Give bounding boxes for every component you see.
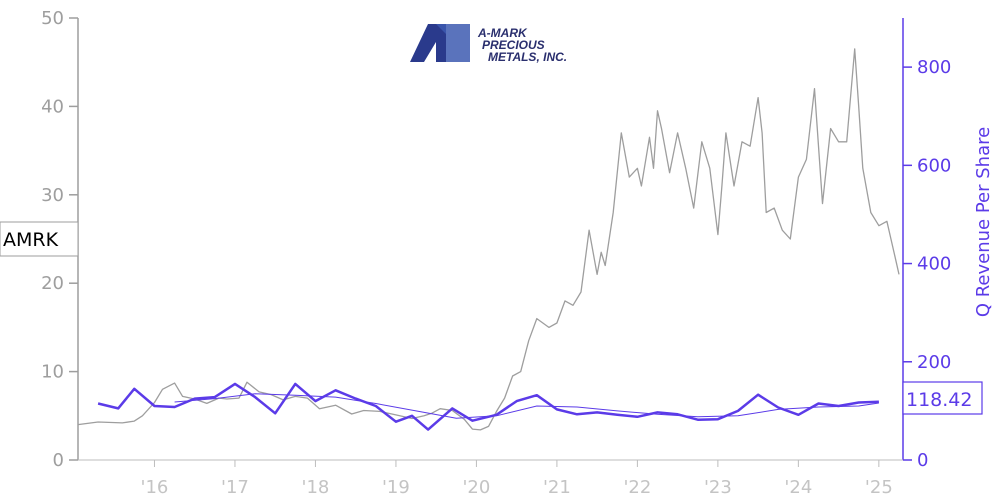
last-value-label: 118.42 — [906, 389, 972, 411]
ticker-label: AMRK — [3, 229, 59, 251]
price-line — [77, 48, 900, 431]
left-tick-label: 50 — [41, 8, 64, 29]
right-axis-label: Q Revenue Per Share — [973, 127, 994, 317]
x-tick-label: '18 — [302, 477, 330, 498]
x-tick-label: '17 — [221, 477, 249, 498]
right-tick-label: 800 — [917, 57, 951, 78]
x-tick-label: '16 — [141, 477, 169, 498]
left-tick-label: 30 — [41, 185, 64, 206]
logo-mark-accent — [436, 24, 470, 62]
x-tick-label: '21 — [543, 477, 571, 498]
left-tick-label: 0 — [53, 450, 64, 471]
last-value-box — [902, 381, 983, 415]
left-tick-label: 40 — [41, 96, 64, 117]
x-tick-label: '24 — [784, 477, 812, 498]
logo-line-3: METALS, INC. — [488, 50, 567, 64]
x-tick-label: '20 — [462, 477, 490, 498]
right-tick-label: 400 — [917, 254, 951, 275]
left-tick-label: 10 — [41, 362, 64, 383]
right-tick-label: 600 — [917, 155, 951, 176]
x-axis-ticks: '16 '17 '18 '19 '20 '21 '22 '23 '24 '25 — [141, 460, 893, 498]
x-tick-label: '22 — [623, 477, 651, 498]
logo-line-2: PRECIOUS — [482, 38, 545, 52]
x-tick-label: '19 — [382, 477, 410, 498]
right-tick-label: 0 — [917, 450, 928, 471]
revenue-line — [97, 382, 879, 431]
ticker-badge: AMRK — [0, 221, 79, 257]
left-tick-label: 20 — [41, 273, 64, 294]
logo-mark — [410, 24, 446, 62]
x-tick-label: '25 — [865, 477, 893, 498]
revenue-trend-line — [174, 393, 879, 419]
series-layer — [77, 48, 900, 431]
company-logo: A-MARK PRECIOUS METALS, INC. — [410, 24, 567, 64]
right-tick-label: 200 — [917, 352, 951, 373]
ticker-badge-box — [0, 221, 79, 257]
right-axis-ticks: 0 200 400 600 800 — [903, 57, 951, 471]
left-axis-ticks: 0 10 20 30 40 50 — [41, 8, 78, 471]
x-tick-label: '23 — [704, 477, 732, 498]
logo-line-1: A-MARK — [477, 26, 528, 40]
last-value-badge: 118.42 — [902, 381, 983, 415]
